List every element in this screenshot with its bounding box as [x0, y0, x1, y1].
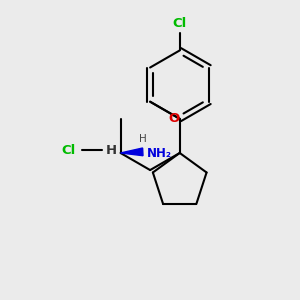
Text: NH₂: NH₂: [146, 147, 171, 160]
Text: Cl: Cl: [172, 17, 187, 30]
Text: O: O: [169, 112, 180, 125]
Polygon shape: [121, 148, 143, 156]
Text: H: H: [105, 143, 116, 157]
Text: H: H: [139, 134, 147, 143]
Text: Cl: Cl: [61, 143, 76, 157]
